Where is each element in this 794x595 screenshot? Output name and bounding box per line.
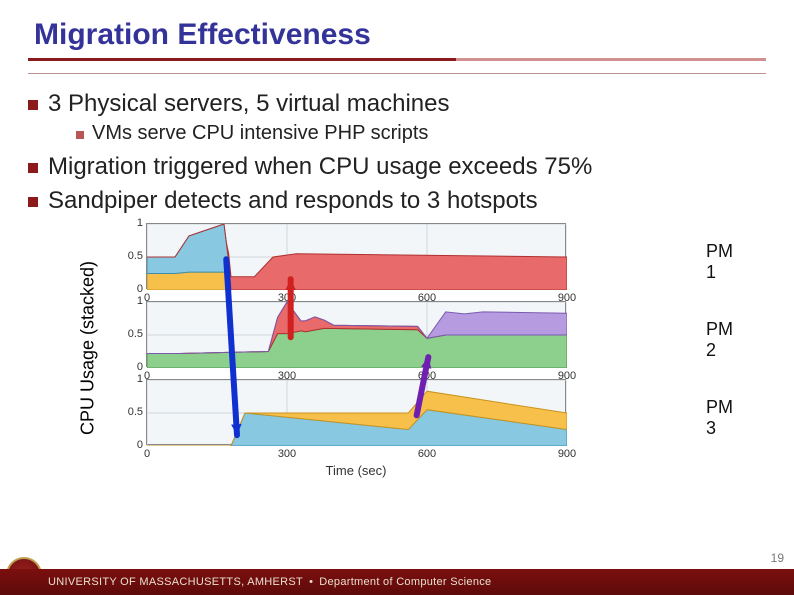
y-tick-label: 1	[119, 217, 143, 229]
bullet-level2: VMs serve CPU intensive PHP scripts	[76, 122, 766, 145]
x-tick-label: 900	[555, 448, 579, 460]
bullet-square-icon	[28, 163, 38, 173]
bullet-level1: 3 Physical servers, 5 virtual machines	[28, 90, 766, 118]
bullet-level1: Migration triggered when CPU usage excee…	[28, 153, 766, 181]
x-tick-label: 300	[275, 448, 299, 460]
pm-label: PM 1	[706, 241, 733, 283]
bullet-text: 3 Physical servers, 5 virtual machines	[48, 90, 449, 118]
bullet-level1: Sandpiper detects and responds to 3 hots…	[28, 187, 766, 215]
footer-university: UNIVERSITY OF MASSACHUSETTS, AMHERST	[48, 576, 303, 588]
bullet-text: VMs serve CPU intensive PHP scripts	[92, 122, 428, 145]
cpu-usage-chart: CPU Usage (stacked) 00.510300600900 PM 1 0…	[28, 223, 766, 473]
slide-body: 3 Physical servers, 5 virtual machines V…	[0, 74, 794, 473]
slide: { "title": "Migration Effectiveness", "b…	[0, 0, 794, 595]
bullet-square-icon	[28, 197, 38, 207]
y-axis-label: CPU Usage (stacked)	[78, 261, 99, 435]
chart-panel: 00.510300600900	[146, 301, 566, 367]
y-tick-label: 0.5	[119, 328, 143, 340]
y-tick-label: 0.5	[119, 406, 143, 418]
bullet-square-icon	[76, 131, 84, 139]
footer-department: Department of Computer Science	[319, 576, 491, 588]
page-number: 19	[771, 551, 784, 565]
pm-label: PM 3	[706, 397, 733, 439]
x-tick-label: 600	[415, 448, 439, 460]
y-tick-label: 0.5	[119, 250, 143, 262]
chart-panels: 00.510300600900PM 100.510300600900PM 200…	[146, 223, 566, 457]
footer-separator-icon: •	[309, 576, 313, 588]
footer-bar: UNIVERSITY OF MASSACHUSETTS, AMHERST • D…	[0, 569, 794, 595]
chart-panel: 00.510300600900	[146, 379, 566, 445]
x-axis-label: Time (sec)	[146, 463, 566, 478]
bullet-text: Sandpiper detects and responds to 3 hots…	[48, 187, 538, 215]
y-tick-label: 1	[119, 295, 143, 307]
bullet-square-icon	[28, 100, 38, 110]
slide-title: Migration Effectiveness	[0, 0, 794, 58]
title-rule	[28, 58, 766, 61]
x-tick-label: 0	[135, 448, 159, 460]
y-tick-label: 1	[119, 373, 143, 385]
bullet-text: Migration triggered when CPU usage excee…	[48, 153, 592, 181]
chart-panel: 00.510300600900	[146, 223, 566, 289]
pm-label: PM 2	[706, 319, 733, 361]
